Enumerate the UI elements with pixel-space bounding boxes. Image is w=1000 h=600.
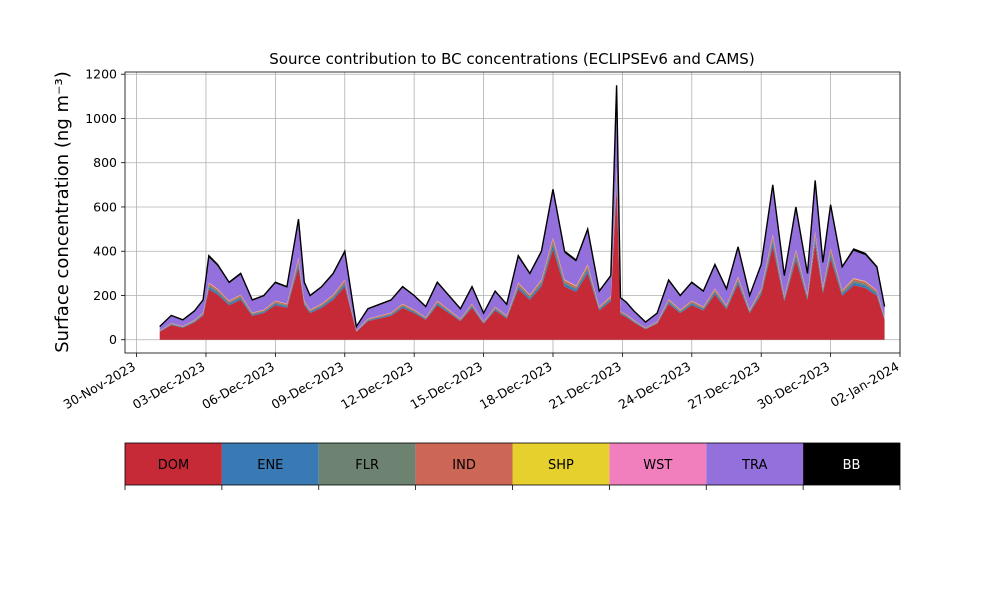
y-tick-label: 0	[109, 332, 117, 347]
chart-title: Source contribution to BC concentrations…	[269, 50, 754, 68]
legend-swatch-shp	[512, 443, 610, 485]
legend: DOM ENE FLR IND SHP WST TRA BB	[124, 442, 901, 490]
x-tick-label: 30-Dec-2023	[755, 359, 833, 412]
legend-label-ind: IND	[452, 458, 476, 473]
x-tick-label: 21-Dec-2023	[546, 359, 624, 412]
legend-swatch-ind	[415, 443, 513, 485]
legend-swatch-bb	[803, 443, 900, 485]
y-tick-label: 1200	[85, 67, 117, 82]
x-tick-label: 06-Dec-2023	[199, 359, 277, 412]
legend-swatch-wst	[609, 443, 707, 485]
x-tick-label: 02-Jan-2024	[828, 359, 902, 410]
legend-label-flr: FLR	[355, 458, 379, 473]
y-tick-label: 200	[93, 288, 117, 303]
x-tick-label: 24-Dec-2023	[616, 359, 694, 412]
area-tra	[159, 90, 885, 331]
legend-label-wst: WST	[643, 458, 672, 473]
y-tick-label: 400	[93, 244, 117, 259]
legend-swatch-flr	[318, 443, 416, 485]
y-tick-label: 800	[93, 155, 117, 170]
x-tick-label: 09-Dec-2023	[269, 359, 347, 412]
legend-label-dom: DOM	[158, 458, 189, 473]
legend-label-shp: SHP	[548, 458, 574, 473]
legend-label-tra: TRA	[741, 458, 767, 473]
x-tick-label: 15-Dec-2023	[407, 359, 485, 412]
legend-swatch-tra	[706, 443, 804, 485]
y-tick-label: 600	[93, 199, 117, 214]
legend-swatch-ene	[221, 443, 319, 485]
y-tick-label: 1000	[85, 111, 117, 126]
y-axis-label: Surface concentration (ng m⁻³)	[52, 71, 73, 353]
x-tick-label: 27-Dec-2023	[685, 359, 763, 412]
total-outline	[159, 85, 886, 329]
x-tick-label: 30-Nov-2023	[61, 359, 138, 412]
x-tick-label: 03-Dec-2023	[130, 359, 208, 412]
stacked-areas	[159, 85, 886, 340]
legend-swatch-dom	[125, 443, 222, 485]
plot-frame	[124, 71, 901, 354]
legend-label-bb: BB	[843, 458, 861, 473]
legend-label-ene: ENE	[257, 458, 283, 473]
area-dom	[159, 187, 885, 340]
x-tick-label: 18-Dec-2023	[477, 359, 555, 412]
x-tick-label: 12-Dec-2023	[338, 359, 416, 412]
